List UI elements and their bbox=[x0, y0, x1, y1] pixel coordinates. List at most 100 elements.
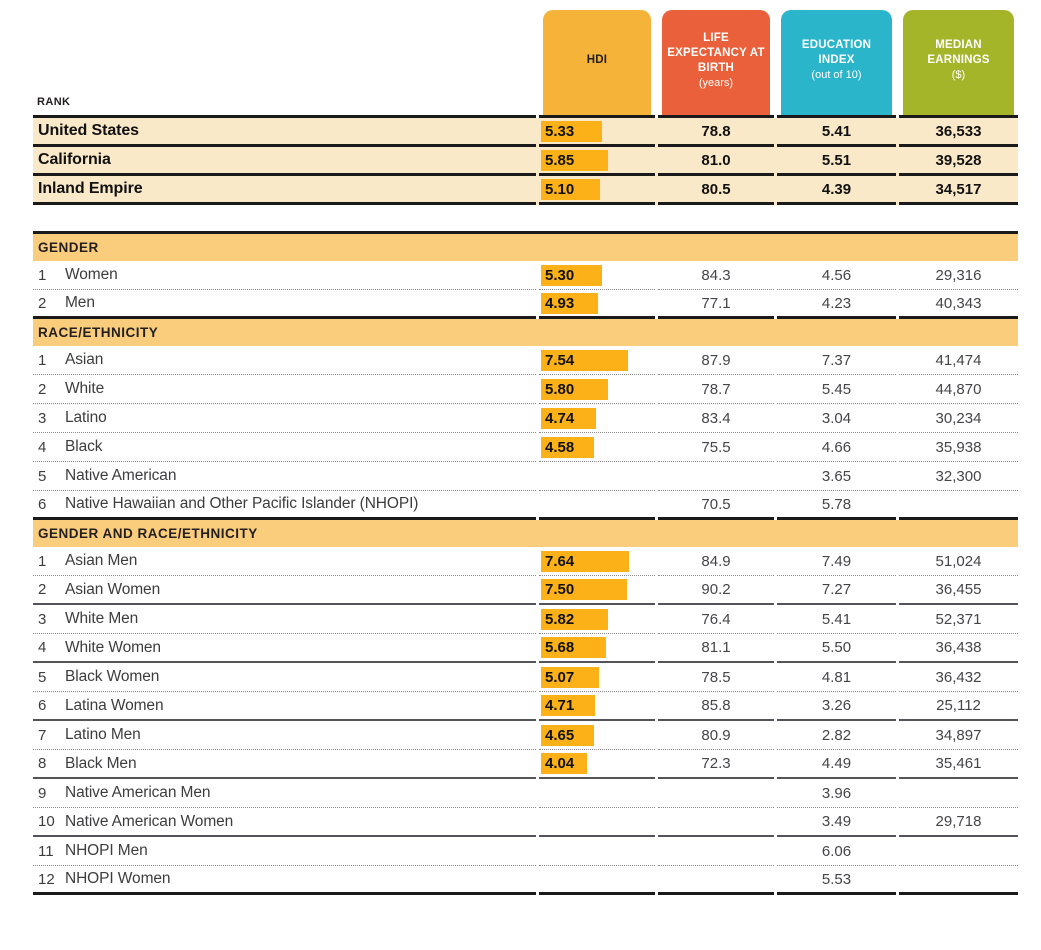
row-label-cell: 3 White Men bbox=[33, 605, 536, 634]
row-rank: 6 bbox=[38, 495, 47, 513]
table-row: 12 NHOPI Women 5.53 bbox=[33, 866, 1018, 895]
education-index-cell: 3.49 bbox=[777, 808, 896, 837]
table-row: 4 Black 4.58 75.5 4.66 35,938 bbox=[33, 433, 1018, 462]
table-row: 2 Asian Women 7.50 90.2 7.27 36,455 bbox=[33, 576, 1018, 605]
row-rank: 11 bbox=[38, 842, 54, 860]
column-title-education_index: EDUCATION INDEX bbox=[801, 39, 872, 67]
row-label-cell: 6 Native Hawaiian and Other Pacific Islan… bbox=[33, 491, 536, 520]
life-expectancy-cell: 75.5 bbox=[658, 433, 774, 462]
median-earnings-cell: 35,461 bbox=[899, 750, 1018, 779]
education-index-cell: 4.39 bbox=[777, 176, 896, 205]
hdi-bar: 5.33 bbox=[541, 120, 602, 142]
hdi-cell: 4.58 bbox=[539, 433, 655, 462]
hdi-cell bbox=[539, 779, 655, 808]
row-label-cell: 6 Latina Women bbox=[33, 692, 536, 721]
education-index-cell: 2.82 bbox=[777, 721, 896, 750]
hdi-bar: 4.74 bbox=[541, 407, 596, 429]
row-label-cell: 4 White Women bbox=[33, 634, 536, 663]
education-index-cell: 3.04 bbox=[777, 404, 896, 433]
education-index-cell: 3.65 bbox=[777, 462, 896, 491]
row-label: Inland Empire bbox=[38, 180, 143, 197]
median-earnings-cell bbox=[899, 491, 1018, 520]
hdi-bar: 5.07 bbox=[541, 666, 599, 688]
row-label: NHOPI Men bbox=[65, 842, 148, 859]
row-label-cell: 2 Asian Women bbox=[33, 576, 536, 605]
row-label: Asian Women bbox=[65, 580, 161, 598]
hdi-cell: 5.30 bbox=[539, 261, 655, 290]
row-rank: 2 bbox=[38, 380, 47, 398]
hdi-bar: 7.54 bbox=[541, 349, 628, 371]
column-title-life_expectancy: LIFE EXPECTANCY AT BIRTH bbox=[667, 31, 765, 74]
row-label: California bbox=[38, 151, 111, 168]
hdi-bar: 7.64 bbox=[541, 550, 629, 572]
section-title: GENDER AND RACE/ETHNICITY bbox=[38, 526, 258, 541]
table-row: 11 NHOPI Men 6.06 bbox=[33, 837, 1018, 866]
table-gap bbox=[33, 205, 1018, 231]
summary-row: California 5.85 81.0 5.51 39,528 bbox=[33, 147, 1018, 176]
row-label-cell: 12 NHOPI Women bbox=[33, 866, 536, 895]
hdi-bar: 5.10 bbox=[541, 178, 600, 200]
hdi-bar: 5.68 bbox=[541, 637, 606, 658]
education-index-cell: 5.50 bbox=[777, 634, 896, 663]
median-earnings-cell: 29,718 bbox=[899, 808, 1018, 837]
median-earnings-cell: 52,371 bbox=[899, 605, 1018, 634]
median-earnings-cell: 34,897 bbox=[899, 721, 1018, 750]
hdi-cell: 4.93 bbox=[539, 290, 655, 319]
median-earnings-cell bbox=[899, 866, 1018, 895]
education-index-cell: 5.78 bbox=[777, 491, 896, 520]
row-rank: 3 bbox=[38, 409, 47, 427]
education-index-cell: 4.56 bbox=[777, 261, 896, 290]
hdi-cell bbox=[539, 491, 655, 520]
hdi-bar: 4.58 bbox=[541, 436, 594, 458]
table-row: 10 Native American Women 3.49 29,718 bbox=[33, 808, 1018, 837]
hdi-bar: 5.80 bbox=[541, 378, 608, 400]
row-label-cell: 2 Men bbox=[33, 290, 536, 319]
summary-row: United States 5.33 78.8 5.41 36,533 bbox=[33, 118, 1018, 147]
row-label: Asian Men bbox=[65, 552, 138, 569]
row-rank: 7 bbox=[38, 726, 47, 744]
row-label: Native American bbox=[65, 467, 177, 484]
row-rank: 12 bbox=[38, 870, 55, 888]
table-row: 7 Latino Men 4.65 80.9 2.82 34,897 bbox=[33, 721, 1018, 750]
median-earnings-cell: 34,517 bbox=[899, 176, 1018, 205]
life-expectancy-cell: 78.5 bbox=[658, 663, 774, 692]
column-sublabel-life_expectancy: (years) bbox=[698, 76, 734, 89]
row-label: Latino bbox=[65, 409, 107, 426]
row-rank: 2 bbox=[38, 581, 47, 598]
median-earnings-cell: 36,533 bbox=[899, 118, 1018, 147]
table-row: 1 Women 5.30 84.3 4.56 29,316 bbox=[33, 261, 1018, 290]
table-row: 6 Native Hawaiian and Other Pacific Islan… bbox=[33, 491, 1018, 520]
row-rank: 8 bbox=[38, 755, 47, 772]
row-rank: 2 bbox=[38, 294, 47, 312]
hdi-cell: 4.74 bbox=[539, 404, 655, 433]
median-earnings-cell: 30,234 bbox=[899, 404, 1018, 433]
hdi-cell bbox=[539, 866, 655, 895]
education-index-cell: 4.49 bbox=[777, 750, 896, 779]
section-header: GENDER AND RACE/ETHNICITY bbox=[33, 520, 1018, 547]
column-header-life_expectancy: LIFE EXPECTANCY AT BIRTH (years) bbox=[662, 10, 770, 115]
hdi-cell: 4.04 bbox=[539, 750, 655, 779]
hdi-cell: 5.85 bbox=[539, 147, 655, 176]
life-expectancy-cell: 80.5 bbox=[658, 176, 774, 205]
education-index-cell: 3.26 bbox=[777, 692, 896, 721]
median-earnings-cell: 41,474 bbox=[899, 346, 1018, 375]
median-earnings-cell: 32,300 bbox=[899, 462, 1018, 491]
education-index-cell: 7.27 bbox=[777, 576, 896, 605]
row-label-cell: 3 Latino bbox=[33, 404, 536, 433]
hdi-cell: 5.33 bbox=[539, 118, 655, 147]
row-label: Black Men bbox=[65, 754, 137, 772]
life-expectancy-cell: 85.8 bbox=[658, 692, 774, 721]
table-row: 2 Men 4.93 77.1 4.23 40,343 bbox=[33, 290, 1018, 319]
life-expectancy-cell: 72.3 bbox=[658, 750, 774, 779]
row-label: Latino Men bbox=[65, 726, 141, 743]
median-earnings-cell: 25,112 bbox=[899, 692, 1018, 721]
row-rank: 4 bbox=[38, 639, 47, 656]
column-header-cell-life_expectancy: LIFE EXPECTANCY AT BIRTH (years) bbox=[658, 10, 774, 118]
row-label: White Men bbox=[65, 610, 139, 627]
median-earnings-cell: 51,024 bbox=[899, 547, 1018, 576]
hdi-cell bbox=[539, 808, 655, 837]
table-row: 4 White Women 5.68 81.1 5.50 36,438 bbox=[33, 634, 1018, 663]
row-label: Women bbox=[65, 266, 118, 283]
education-index-cell: 3.96 bbox=[777, 779, 896, 808]
table-body: GENDER 1 Women 5.30 84.3 4.56 29,316 2 Men 4.93 77… bbox=[33, 231, 1018, 895]
